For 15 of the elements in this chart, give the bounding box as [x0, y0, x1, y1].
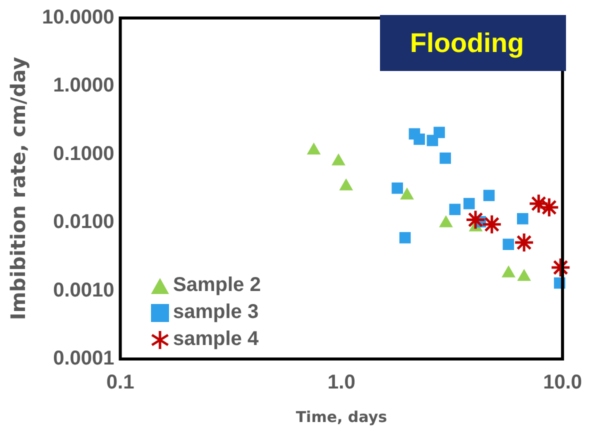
y-tick-label: 0.0010	[53, 279, 114, 302]
y-tick-label: 10.0000	[42, 6, 114, 29]
x-tick-label: 0.1	[106, 372, 134, 394]
legend-label: Sample 2	[173, 273, 261, 298]
y-tick-label: 0.1000	[53, 142, 114, 165]
y-axis-title: Imbibition rate, cm/day	[6, 56, 30, 320]
y-tick-label: 0.0100	[53, 211, 114, 234]
x-axis-title: Time, days	[296, 408, 388, 426]
y-tick-label: 0.0001	[53, 348, 114, 370]
x-tick-label: 1.0	[328, 372, 356, 394]
legend-label: sample 4	[173, 327, 259, 352]
legend-label: sample 3	[173, 300, 259, 325]
y-tick-label: 1.0000	[53, 74, 114, 97]
chart-title: Flooding	[380, 15, 566, 71]
x-tick-label: 10.0	[543, 372, 582, 394]
